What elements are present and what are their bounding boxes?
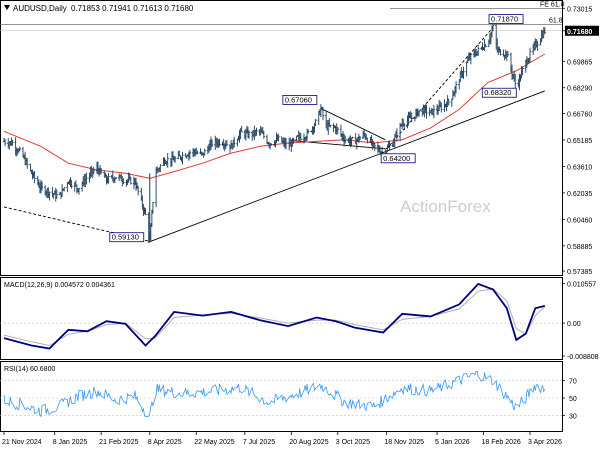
x-tick-label: 22 May 2025 xyxy=(194,439,235,446)
swing-label: 0.68320 xyxy=(484,88,511,97)
price-y-tick-label: 0.57385 xyxy=(567,269,592,276)
rsi-title: RSI(14) 60.6800 xyxy=(4,366,55,373)
macd-panel xyxy=(0,277,563,360)
x-tick-label: 5 Jan 2026 xyxy=(435,439,470,446)
swing-label-box xyxy=(380,153,416,164)
x-tick-label: 20 Aug 2025 xyxy=(289,439,328,446)
rsi-panel xyxy=(0,361,563,432)
x-tick-label: 8 Jan 2025 xyxy=(53,439,88,446)
price-y-tick-label: 0.66760 xyxy=(567,111,592,118)
macd-y-tick-label: 0.010557 xyxy=(567,282,596,289)
swing-label-box xyxy=(282,95,318,105)
x-tick-label: 21 Feb 2025 xyxy=(99,439,138,446)
swing-label: 0.59130 xyxy=(112,233,139,242)
rsi-y-tick-label: 30 xyxy=(569,413,577,420)
price-y-tick-label: 0.58885 xyxy=(567,244,592,251)
trendline-0 xyxy=(149,90,545,243)
macd-title: MACD(12,26,9) 0.004572 0.004361 xyxy=(4,282,115,289)
rsi-y-tick-label: 70 xyxy=(569,379,577,386)
annotation-labels-layer: 0.59130 0.67060 0.64200 0.71870 0.68320 xyxy=(109,14,524,243)
x-tick-label: 8 Apr 2025 xyxy=(148,439,182,446)
price-y-tick-label: 0.60460 xyxy=(567,217,592,224)
swing-label: 0.64200 xyxy=(383,154,410,163)
watermark: ActionForex xyxy=(400,197,491,216)
fib-level-label: 61.8 xyxy=(549,18,563,25)
swing-label-box xyxy=(481,87,517,98)
macd-line xyxy=(3,282,546,350)
x-tick-label: 18 Nov 2025 xyxy=(384,439,424,446)
rsi-y-tick-label: 50 xyxy=(569,396,577,403)
macd-y-tick-label: -0.008808 xyxy=(567,354,599,361)
price-y-tick-label: 0.62035 xyxy=(567,191,592,198)
x-tick-label: 3 Oct 2025 xyxy=(336,439,370,446)
swing-label: 0.71870 xyxy=(491,15,518,24)
swing-label: 0.67060 xyxy=(285,95,312,104)
price-y-tick-label: 0.65185 xyxy=(567,138,592,145)
ohlc-readout: 0.71853 0.71941 0.71613 0.71680 xyxy=(71,4,194,13)
price-bars-layer xyxy=(2,19,546,243)
rsi-line xyxy=(3,370,546,418)
trendline-2 xyxy=(320,108,386,141)
current-price-label: 0.71680 xyxy=(567,29,592,36)
macd-y-tick-label: 0.00 xyxy=(567,321,581,328)
x-tick-label: 3 Apr 2026 xyxy=(528,439,562,446)
current-price-box xyxy=(565,25,599,36)
axes-layer: 0.73015 0.71680 0.69865 0.68290 0.66760 0.651… xyxy=(2,6,599,446)
price-y-tick-label: 0.73015 xyxy=(567,6,592,13)
chart-lines-layer xyxy=(0,7,562,418)
price-y-tick-label: 0.69865 xyxy=(567,59,592,66)
price-y-tick-label: 0.68290 xyxy=(567,86,592,93)
swing-label-box xyxy=(488,14,524,24)
price-y-tick-label: 0.63610 xyxy=(567,164,592,171)
x-tick-label: 7 Jul 2025 xyxy=(243,439,275,446)
collapse-triangle-icon[interactable] xyxy=(4,5,10,10)
fib-extension-label: FE 61.8 xyxy=(540,1,565,8)
chart-title: AUDUSD,Daily xyxy=(13,4,67,13)
x-tick-label: 21 Nov 2024 xyxy=(2,439,42,446)
x-tick-label: 18 Feb 2026 xyxy=(482,439,521,446)
swing-label-box xyxy=(109,232,145,243)
